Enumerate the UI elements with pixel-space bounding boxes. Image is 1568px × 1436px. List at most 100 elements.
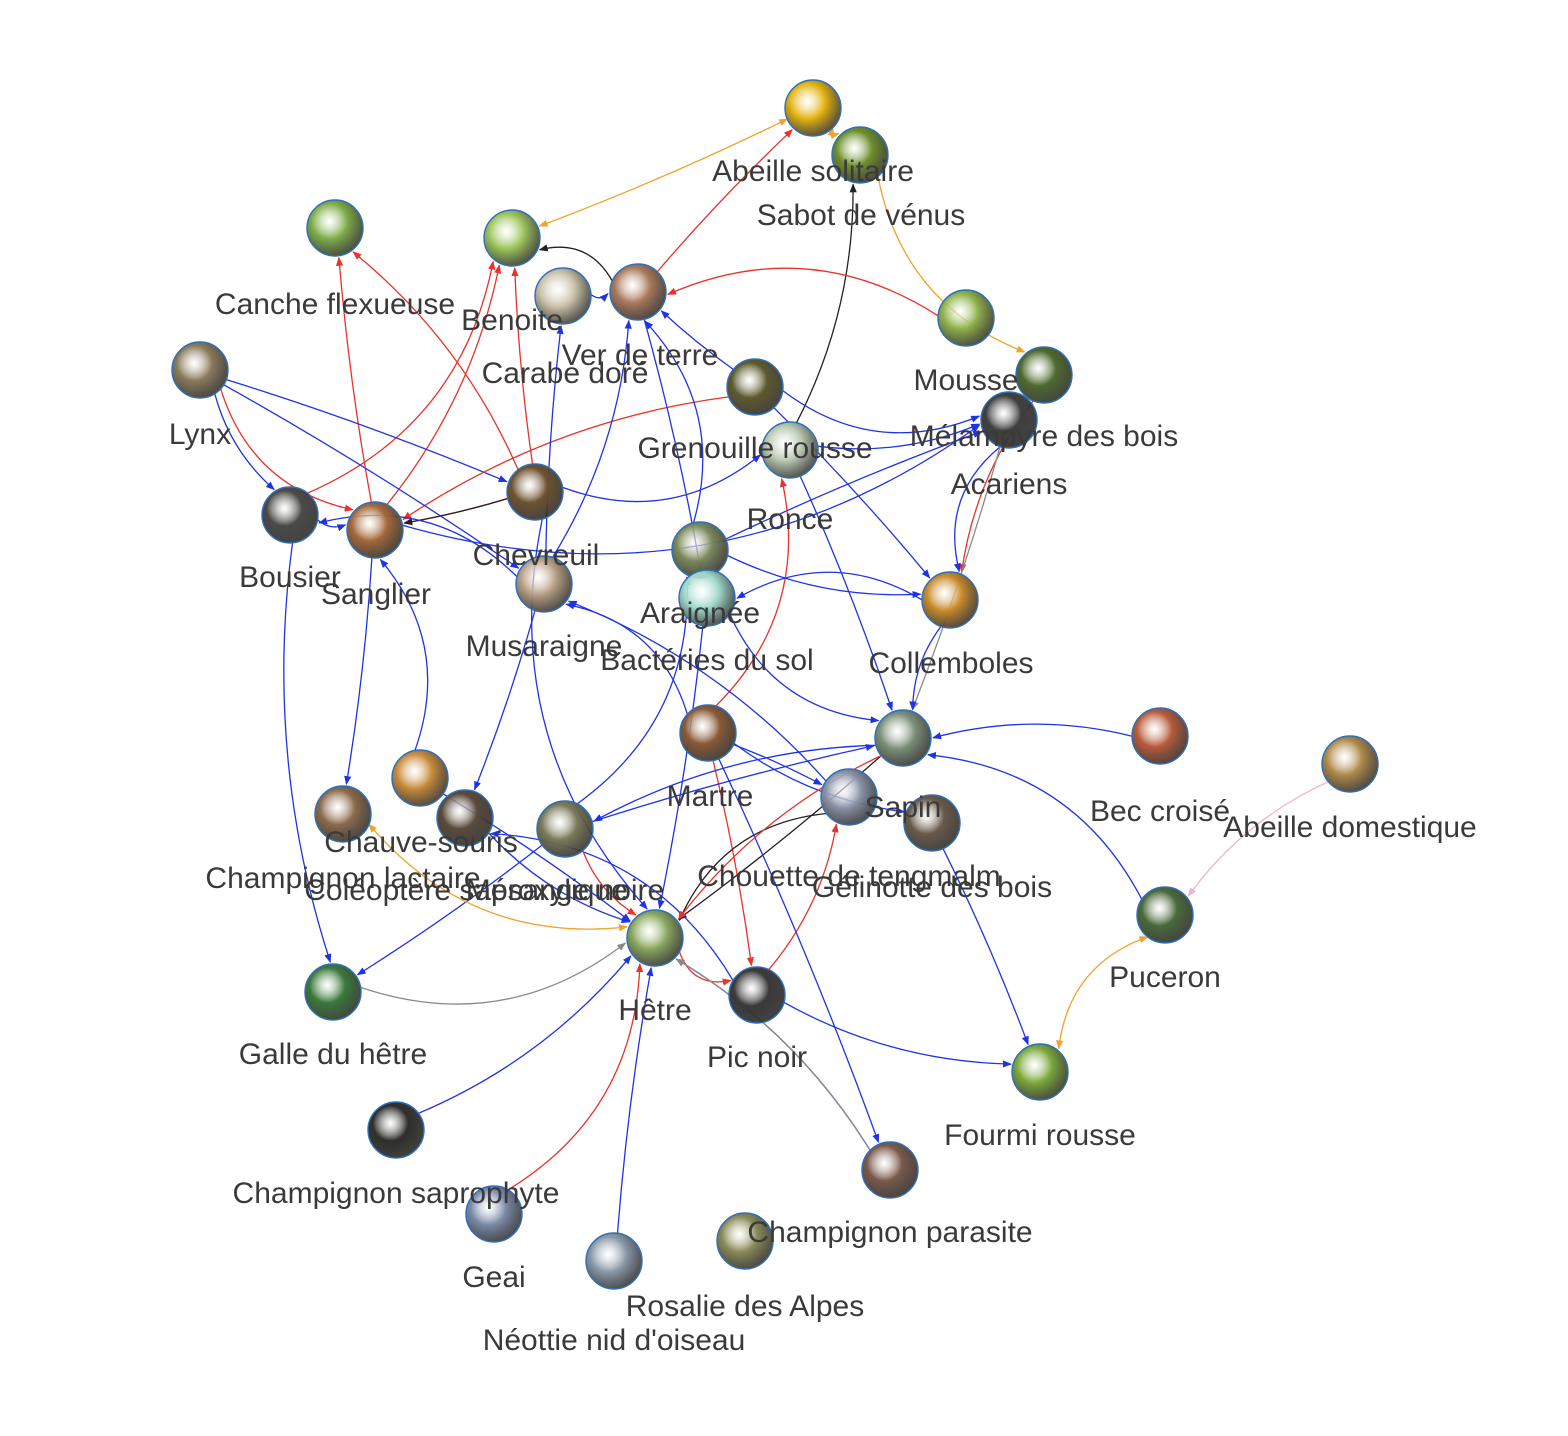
label-chauve_souris: Chauve-souris	[324, 826, 517, 859]
label-musaraigne: Musaraigne	[466, 630, 623, 663]
node-ronce[interactable]	[761, 421, 819, 479]
grouse-icon	[904, 795, 960, 851]
node-ring	[874, 709, 932, 767]
node-bec_croise[interactable]	[1131, 707, 1189, 765]
node-lynx[interactable]	[171, 341, 229, 399]
edge-bousier-to-galle_du_hetre	[283, 542, 332, 963]
edge-sanglier-to-canche_flexueuse	[335, 256, 372, 503]
node-chouette[interactable]	[820, 768, 878, 826]
node-hetre[interactable]	[626, 909, 684, 967]
edge-sabot_de_venus-to-melampyre	[877, 176, 1026, 353]
node-sabot_de_venus[interactable]	[831, 126, 889, 184]
node-abeille_domestique[interactable]	[1321, 735, 1379, 793]
bacteria-icon	[679, 570, 735, 626]
node-puceron[interactable]	[1136, 886, 1194, 944]
node-galle_du_hetre[interactable]	[304, 963, 362, 1021]
node-bacteries_du_sol[interactable]	[678, 569, 736, 627]
node-ring	[506, 463, 564, 521]
label-mousse: Mousse	[913, 364, 1018, 397]
node-ring	[761, 421, 819, 479]
node-bousier[interactable]	[261, 486, 319, 544]
edge-chouette-to-musaraigne	[567, 600, 827, 782]
node-chevreuil[interactable]	[506, 463, 564, 521]
label-carabe_dore: Carabe doré	[482, 357, 649, 390]
node-rosalie[interactable]	[585, 1232, 643, 1290]
node-pic_noir[interactable]	[728, 966, 786, 1024]
worm-icon	[610, 264, 666, 320]
label-chevreuil: Chevreuil	[473, 539, 600, 572]
node-fourmi_rousse[interactable]	[1011, 1043, 1069, 1101]
springtail-icon	[922, 572, 978, 628]
node-mousse[interactable]	[937, 289, 995, 347]
edge-grenouille_rousse-to-ver_de_terre	[660, 310, 734, 370]
node-champignon_parasite[interactable]	[861, 1141, 919, 1199]
label-sapin: Sapin	[865, 791, 942, 824]
node-ring	[831, 126, 889, 184]
node-araignee[interactable]	[671, 521, 729, 579]
node-ring	[306, 199, 364, 257]
deer-icon	[507, 464, 563, 520]
label-champignon_saprophyte: Champignon saprophyte	[233, 1177, 560, 1210]
label-araignee: Araignée	[640, 597, 760, 630]
node-melampyre[interactable]	[1015, 346, 1073, 404]
label-hetre: Hêtre	[618, 994, 691, 1027]
edge-mousse-to-ver_de_terre	[667, 267, 939, 317]
node-abeille_solitaire[interactable]	[784, 79, 842, 137]
label-chouette: Chouette de tengmalm	[697, 860, 1001, 893]
node-geai[interactable]	[465, 1185, 523, 1243]
edge-lynx-to-sanglier	[220, 388, 354, 512]
dung-beetle-icon	[262, 487, 318, 543]
saprophyte-icon	[368, 1102, 424, 1158]
edge-mesange_noire-to-sapin	[591, 744, 875, 823]
crossbill-icon	[1132, 708, 1188, 764]
label-sabot_de_venus: Sabot de vénus	[757, 199, 966, 232]
node-carabe_dore[interactable]	[534, 267, 592, 325]
node-musaraigne[interactable]	[515, 555, 573, 613]
label-bousier: Bousier	[239, 561, 341, 594]
edge-abeille_solitaire-to-benoite	[538, 118, 789, 227]
label-abeille_domestique: Abeille domestique	[1223, 811, 1477, 844]
edge-chevreuil-to-sanglier	[403, 497, 508, 526]
label-champignon_lactaire: Champignon lactaire	[205, 862, 480, 895]
label-ver_de_terre: Ver de terre	[562, 339, 719, 372]
node-canche_flexueuse[interactable]	[306, 199, 364, 257]
edge-collemboles-to-sapin	[909, 626, 942, 711]
edge-ronce-to-sapin	[799, 475, 893, 711]
node-gelinotte[interactable]	[903, 794, 961, 852]
node-sapin[interactable]	[874, 709, 932, 767]
node-benoite[interactable]	[483, 209, 541, 267]
node-ring	[515, 555, 573, 613]
node-grenouille_rousse[interactable]	[726, 358, 784, 416]
node-chauve_souris[interactable]	[391, 749, 449, 807]
node-collemboles[interactable]	[921, 571, 979, 629]
label-bacteries_du_sol: Bactéries du sol	[600, 644, 813, 677]
rosalia-icon	[586, 1233, 642, 1289]
node-champignon_lactaire[interactable]	[314, 785, 372, 843]
label-champignon_parasite: Champignon parasite	[747, 1216, 1032, 1249]
edge-grenouille_rousse-to-acariens	[782, 390, 981, 434]
edge-rosalie-to-hetre	[616, 966, 654, 1234]
node-acariens[interactable]	[980, 391, 1038, 449]
node-champignon_saprophyte[interactable]	[367, 1101, 425, 1159]
parasite-fungus-icon	[862, 1142, 918, 1198]
label-geai: Geai	[462, 1261, 525, 1294]
plant-icon	[484, 210, 540, 266]
label-neottie: Néottie nid d'oiseau	[483, 1324, 746, 1357]
ant-icon	[1012, 1044, 1068, 1100]
lynx-icon	[172, 342, 228, 398]
edge-chevreuil-to-canche_flexueuse	[352, 251, 519, 470]
node-sanglier[interactable]	[346, 501, 404, 559]
owl-icon	[821, 769, 877, 825]
label-gelinotte: Gélinotte des bois	[812, 871, 1052, 904]
node-ring	[483, 209, 541, 267]
label-benoite: Benoite	[461, 304, 563, 337]
node-ver_de_terre[interactable]	[609, 263, 667, 321]
flower-icon	[1016, 347, 1072, 403]
edge-martre-to-gelinotte	[733, 742, 906, 815]
node-mesange_noire[interactable]	[536, 800, 594, 858]
node-neottie[interactable]	[716, 1212, 774, 1270]
node-martre[interactable]	[679, 704, 737, 762]
edge-puceron-to-fourmi_rousse	[1056, 936, 1149, 1050]
node-coleoptere_saproxylique[interactable]	[436, 789, 494, 847]
